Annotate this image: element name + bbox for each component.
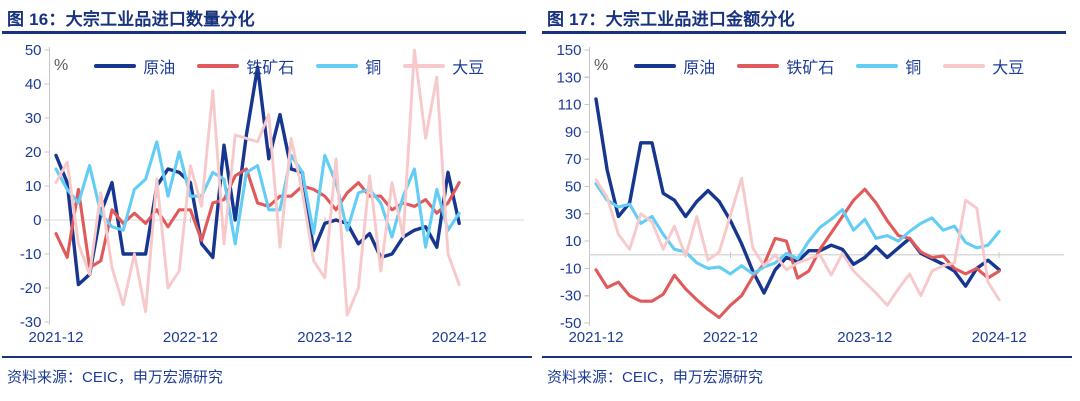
y-tick-label: 10 <box>25 178 42 195</box>
legend-line-swatch <box>316 64 359 68</box>
y-tick-label: -30 <box>20 314 42 331</box>
y-tick-label: -50 <box>560 315 582 332</box>
series-line-铁矿石 <box>54 167 461 270</box>
y-tick-label: 70 <box>565 151 582 168</box>
series-line-铁矿石 <box>594 187 1001 320</box>
legend-label: 原油 <box>683 60 716 77</box>
legend-item-铜: 铜 <box>316 54 381 78</box>
y-tick-label: -20 <box>20 280 42 297</box>
series-line-大豆 <box>594 176 1001 307</box>
figure-panel-16: 图 16：大宗工业品进口数量分化 50 40 30 20 10 0 -10 -20 -30 202… <box>0 10 534 386</box>
x-tick-label: 2023-12 <box>297 329 352 346</box>
chart-legend: % 原油 铁矿石 铜 大豆 <box>594 55 1024 77</box>
x-tick-label: 2024-12 <box>972 329 1027 346</box>
legend-label: 铁矿石 <box>786 60 835 77</box>
legend-label: 铜 <box>365 60 382 77</box>
y-axis-unit-label: % <box>594 57 609 74</box>
y-tick-label: -10 <box>20 246 42 263</box>
y-tick-label: 150 <box>556 42 581 59</box>
y-axis-unit-label: % <box>54 57 69 74</box>
y-tick-label: 110 <box>558 97 582 114</box>
title-underline <box>2 31 526 34</box>
legend-line-swatch <box>737 64 780 68</box>
legend-label: 铜 <box>905 60 922 77</box>
y-tick-label: 20 <box>25 144 42 161</box>
source-note: 资料来源：CEIC，申万宏源研究 <box>547 369 763 386</box>
series-line-大豆 <box>54 48 461 317</box>
legend-line-swatch <box>943 64 986 68</box>
legend-item-大豆: 大豆 <box>943 54 1024 78</box>
legend-item-铁矿石: 铁矿石 <box>197 54 294 78</box>
figure-panel-17: 图 17：大宗工业品进口金额分化 150 130 110 90 70 50 30 10 -10 -… <box>540 0 1080 401</box>
series-line-原油 <box>54 65 461 287</box>
legend-item-原油: 原油 <box>634 54 715 78</box>
y-tick-label: -30 <box>560 288 582 305</box>
y-tick-label: -10 <box>560 260 582 277</box>
series-line-铜 <box>54 140 461 249</box>
x-tick-label: 2022-12 <box>703 329 758 346</box>
x-tick-label: 2024-12 <box>432 329 487 346</box>
source-note: 资料来源：CEIC，申万宏源研究 <box>7 369 223 386</box>
y-tick-label: 50 <box>565 179 582 196</box>
x-tick-label: 2021-12 <box>568 329 623 346</box>
divider-rule <box>542 356 1072 358</box>
title-underline <box>542 31 1066 34</box>
y-tick-label: 50 <box>25 42 42 59</box>
x-tick-label: 2023-12 <box>837 329 892 346</box>
legend-line-swatch <box>197 64 240 68</box>
legend-line-swatch <box>403 64 446 68</box>
legend-label: 铁矿石 <box>246 60 295 77</box>
legend-line-swatch <box>856 64 899 68</box>
y-tick-label: 10 <box>565 233 582 250</box>
y-tick-label: 0 <box>33 212 41 229</box>
figure-title: 图 17：大宗工业品进口金额分化 <box>547 10 795 29</box>
legend-line-swatch <box>634 64 677 68</box>
legend-item-铁矿石: 铁矿石 <box>737 54 834 78</box>
legend-label: 大豆 <box>992 60 1025 77</box>
divider-rule <box>2 356 532 358</box>
y-tick-label: 40 <box>25 76 42 93</box>
legend-label: 大豆 <box>452 60 485 77</box>
y-tick-label: 90 <box>565 124 582 141</box>
legend-line-swatch <box>94 64 137 68</box>
y-tick-label: 30 <box>565 206 582 223</box>
x-tick-label: 2021-12 <box>28 329 83 346</box>
x-tick-label: 2022-12 <box>163 329 218 346</box>
chart-area: 150 130 110 90 70 50 30 10 -10 -30 -50 2021-12 2022-… <box>540 36 1074 350</box>
figure-title: 图 16：大宗工业品进口数量分化 <box>7 10 255 29</box>
series-line-铜 <box>594 182 1001 276</box>
chart-area: 50 40 30 20 10 0 -10 -20 -30 2021-12 2022-12 2023-1… <box>0 36 534 350</box>
legend-label: 原油 <box>143 60 176 77</box>
legend-item-铜: 铜 <box>856 54 921 78</box>
chart-legend: % 原油 铁矿石 铜 大豆 <box>54 55 484 77</box>
y-tick-label: 130 <box>556 69 581 86</box>
y-tick-label: 30 <box>25 110 42 127</box>
legend-item-大豆: 大豆 <box>403 54 484 78</box>
legend-item-原油: 原油 <box>94 54 175 78</box>
